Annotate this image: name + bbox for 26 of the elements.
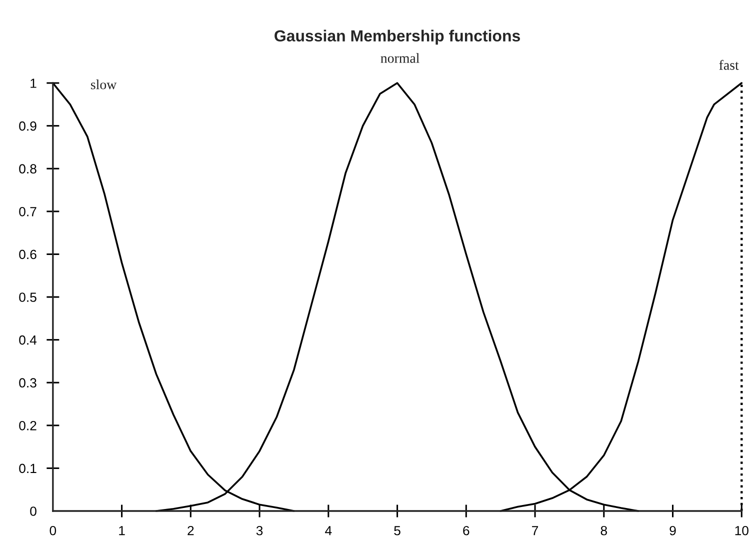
x-tick-label: 1 [119,526,125,536]
series-label: normal [380,53,420,63]
x-tick-label: 7 [532,526,538,536]
y-tick-label: 1 [30,78,36,88]
x-tick-label: 2 [188,526,194,536]
y-tick-label: 0.2 [19,420,36,430]
y-tick-label: 0.6 [19,250,36,260]
series-label: fast [719,60,739,70]
y-tick-label: 0.1 [19,464,36,474]
x-tick-label: 0 [50,526,56,536]
y-tick-label: 0 [30,506,36,516]
series-label: slow [90,80,117,90]
chart-title: Gaussian Membership functions [274,30,520,45]
x-tick-label: 4 [325,526,332,536]
y-tick-label: 0.8 [19,164,36,174]
x-tick-label: 9 [670,526,676,536]
y-tick-label: 0.9 [19,121,36,131]
x-tick-label: 10 [735,526,748,536]
y-tick-label: 0.3 [19,378,36,388]
y-tick-label: 0.7 [19,206,36,216]
x-tick-label: 5 [394,526,400,536]
x-tick-label: 3 [256,526,263,536]
x-tick-label: 8 [600,526,607,536]
y-tick-label: 0.5 [19,292,36,302]
y-tick-label: 0.4 [19,335,37,345]
x-tick-label: 6 [463,526,470,536]
